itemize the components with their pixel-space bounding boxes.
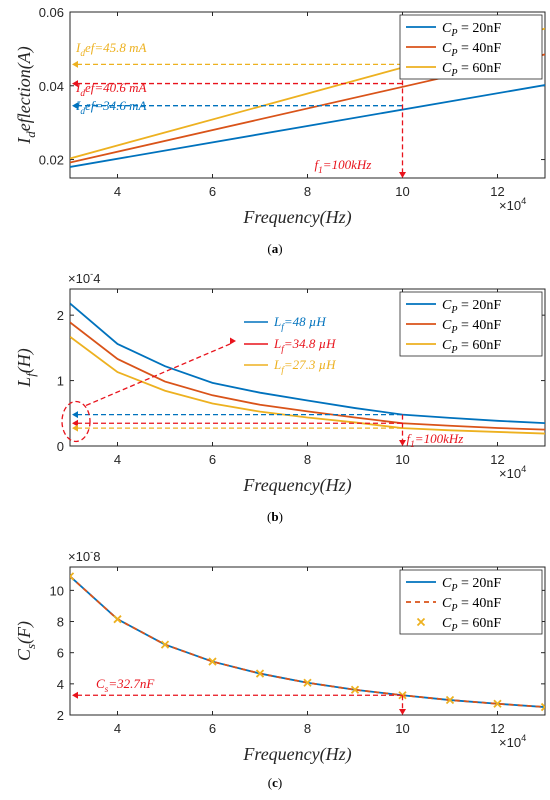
legend: CP = 20nF CP = 40nF CP = 60nF <box>399 569 543 635</box>
highlight-ellipse <box>61 400 91 443</box>
series-marker <box>160 640 170 649</box>
pointer-line <box>85 343 231 407</box>
arrow-head <box>230 337 236 345</box>
annotation-label: Idef=45.8 mA <box>75 40 147 59</box>
subcaption: (a) <box>267 241 282 256</box>
legend: CP = 20nF CP = 40nF CP = 60nF <box>399 14 543 80</box>
y-tick-label: 6 <box>57 646 64 661</box>
series-marker <box>208 657 217 666</box>
arrow-head <box>399 172 406 178</box>
x-exponent: ×104 <box>499 196 526 213</box>
y-axis-label: Lf(H) <box>14 348 38 388</box>
legend: CP = 20nF CP = 40nF CP = 60nF <box>399 291 543 357</box>
x-tick-label: 8 <box>304 721 311 736</box>
annotations: Cs=32.7nF <box>72 676 406 715</box>
x-exponent: ×104 <box>499 733 526 750</box>
series-marker <box>255 669 265 678</box>
annotation-label: Cs=32.7nF <box>96 676 155 695</box>
annotation-label: Lf=34.8 µH <box>273 336 336 355</box>
x-tick-label: 10 <box>395 184 409 199</box>
x-tick-label: 6 <box>209 184 216 199</box>
series-marker <box>445 695 455 705</box>
y-tick-label: 4 <box>57 677 64 692</box>
y-axis-label: Cs(F) <box>14 621 38 661</box>
annotation-label: f1=100kHz <box>315 157 372 176</box>
legend-label: CP = 20nF <box>442 576 501 594</box>
x-tick-label: 4 <box>114 184 121 199</box>
x-tick-label: 8 <box>304 184 311 199</box>
arrow-head <box>72 80 78 88</box>
legend-label: CP = 40nF <box>442 596 501 614</box>
legend-label: CP = 40nF <box>442 318 501 336</box>
legend-label: CP = 60nF <box>442 61 501 79</box>
arrow-head <box>399 440 406 446</box>
annotation-label: Lf=27.3 µH <box>273 357 336 376</box>
legend-box <box>399 569 543 635</box>
annotations: Lf=48 µH Lf=34.8 µH Lf=27.3 µH f1=100kHz <box>61 314 464 450</box>
arrow-head <box>72 691 78 699</box>
y-tick-label: 10 <box>50 583 64 598</box>
x-tick-label: 4 <box>114 452 121 467</box>
x-tick-label: 10 <box>395 721 409 736</box>
x-tick-label: 12 <box>490 721 504 736</box>
x-tick-label: 6 <box>209 452 216 467</box>
series-marker <box>70 572 75 581</box>
chart-a: 4 6 8 10 12 0.02 0.04 0.06 ×104 Frequency(Hz) Idef… <box>14 5 546 256</box>
y-exponent: ×10-8 <box>68 547 100 564</box>
y-tick-label: 0.04 <box>39 79 64 94</box>
series-marker <box>540 702 545 712</box>
x-tick-label: 10 <box>395 452 409 467</box>
arrow-head <box>399 709 406 715</box>
y-tick-label: 0.06 <box>39 5 64 20</box>
annotation-label: Idef=40.6 mA <box>75 80 147 99</box>
series-line-1 <box>70 302 545 425</box>
plot-layer <box>70 572 545 712</box>
arrow-head <box>72 60 78 68</box>
x-axis-label: Frequency(Hz) <box>242 475 351 496</box>
series-marker <box>303 678 312 687</box>
series-marker <box>350 685 360 694</box>
legend-label: CP = 20nF <box>442 298 501 316</box>
subcaption: (b) <box>267 509 283 524</box>
y-tick-label: 2 <box>57 308 64 323</box>
plot-layer <box>70 302 545 435</box>
series-marker <box>113 615 122 624</box>
y-axis-label: Ideflection(A) <box>14 46 38 144</box>
subcaption: (c) <box>268 775 282 790</box>
annotation-label: f1=100kHz <box>407 431 464 450</box>
x-axis-label: Frequency(Hz) <box>242 207 351 228</box>
legend-label: CP = 40nF <box>442 41 501 59</box>
x-axis-label: Frequency(Hz) <box>242 744 351 765</box>
annotation-label: Idef=34.6 mA <box>75 98 147 117</box>
legend-label: CP = 60nF <box>442 338 501 356</box>
series-line-3 <box>70 336 545 435</box>
y-tick-label: 2 <box>57 708 64 723</box>
y-tick-label: 0 <box>57 439 64 454</box>
series-marker <box>493 699 502 708</box>
series-line-2 <box>70 321 545 431</box>
y-tick-label: 0.02 <box>39 153 64 168</box>
x-tick-label: 12 <box>490 452 504 467</box>
series-line-1 <box>70 84 545 168</box>
x-tick-label: 6 <box>209 721 216 736</box>
y-tick-label: 8 <box>57 615 64 630</box>
chart-c: 4 6 8 10 12 2 4 6 8 10 ×104 ×10-8 Frequency(Hz) Cs(F)… <box>14 547 546 790</box>
arrow-head <box>72 102 78 110</box>
y-exponent: ×10-4 <box>68 269 100 286</box>
chart-b: 4 6 8 10 12012×104×10-4Frequency(Hz)Lf(H)Lf=… <box>14 269 546 524</box>
legend-label: CP = 60nF <box>442 616 501 634</box>
legend-label: CP = 20nF <box>442 21 501 39</box>
x-tick-label: 4 <box>114 721 121 736</box>
x-tick-label: 8 <box>304 452 311 467</box>
x-exponent: ×104 <box>499 464 526 481</box>
annotation-label: Lf=48 µH <box>273 314 326 333</box>
arrow-head <box>72 419 78 427</box>
y-tick-label: 1 <box>57 374 64 389</box>
legend-marker <box>416 617 426 627</box>
arrow-head <box>72 411 78 419</box>
x-tick-label: 12 <box>490 184 504 199</box>
arrow-head <box>72 424 78 432</box>
